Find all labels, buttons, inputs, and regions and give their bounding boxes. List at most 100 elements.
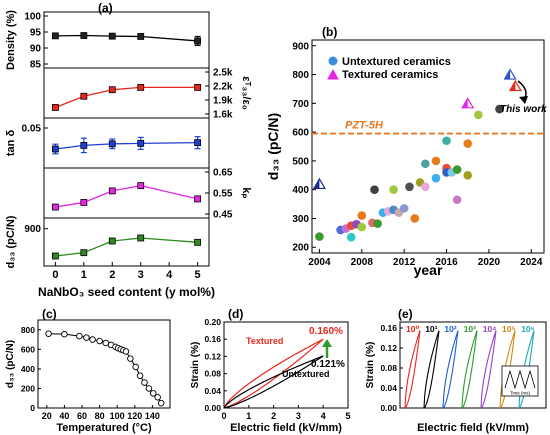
x-tick-label: 3: [138, 269, 144, 281]
x-axis-label: Temperatured (°C): [56, 422, 152, 434]
x-tick-label: 2016: [435, 257, 458, 268]
subplot-frame: [43, 67, 210, 119]
data-point: [45, 330, 52, 337]
y-tick-label: 95: [30, 28, 42, 39]
data-point: [431, 173, 441, 183]
series-label: Untextured: [282, 369, 330, 379]
panel-label: (d): [228, 307, 243, 321]
x-tick-label: 2: [109, 269, 115, 281]
x-tick-label: 100: [110, 411, 125, 421]
legend-marker-untextured: [328, 56, 338, 66]
data-marker: [108, 140, 116, 148]
data-marker: [80, 32, 88, 39]
data-marker: [194, 84, 202, 91]
legend-marker-textured: [327, 68, 339, 80]
increase-arrowhead: [322, 339, 332, 347]
series-line: [55, 34, 198, 42]
data-point: [96, 337, 103, 345]
y-axis-label: tan δ: [5, 130, 17, 157]
data-point-fill: [313, 178, 320, 189]
x-axis-label: NaNbO₃ seed content (y mol%): [38, 285, 215, 299]
data-point: [389, 185, 398, 194]
data-marker: [108, 86, 116, 94]
y-tick-label: 0.12: [204, 351, 221, 361]
x-axis-label: Electric field (kV/mm): [417, 422, 529, 434]
data-point-fill: [462, 98, 468, 108]
panel-label: (b): [322, 25, 337, 39]
y-axis-label: Density (%): [5, 10, 17, 70]
x-tick-label: 120: [127, 411, 142, 421]
data-marker: [108, 187, 116, 195]
series-label: 10⁴: [483, 324, 497, 334]
series-loop-untextured: [223, 355, 324, 409]
series-line: [55, 141, 198, 150]
data-marker: [194, 37, 202, 45]
plot-frame: [399, 321, 547, 409]
data-marker: [108, 237, 116, 245]
data-point: [474, 110, 483, 120]
y-tick-label: 600: [21, 344, 35, 354]
data-marker: [108, 32, 116, 40]
series-label: 10³: [464, 324, 476, 334]
y-tick-label: 0.55: [213, 189, 233, 200]
y-axis-label: εᵀ₃₃/ε₀: [240, 76, 252, 109]
series-label: Textured: [246, 336, 283, 346]
data-point: [141, 379, 148, 386]
y-tick-label: 2.5k: [213, 68, 233, 79]
series-line: [55, 184, 198, 208]
data-marker: [137, 234, 145, 242]
x-tick-label: 2008: [351, 257, 374, 268]
x-tick-label: 1: [246, 411, 251, 421]
y-axis-label: kₚ: [240, 187, 252, 198]
y-tick-label: 0.05: [22, 124, 42, 135]
data-point: [76, 332, 83, 340]
data-marker: [80, 249, 88, 257]
y-tick-label: 400: [21, 364, 35, 374]
data-marker: [194, 238, 202, 246]
data-marker: [137, 84, 145, 91]
x-tick-label: 20: [42, 411, 52, 421]
series-loop: [423, 330, 440, 409]
y-tick-label: 100: [24, 12, 41, 23]
y-tick-label: 0.20: [204, 317, 221, 327]
x-tick-label: 4: [166, 269, 173, 281]
series-label: 10⁰: [406, 324, 419, 334]
y-tick-label: 300: [292, 214, 309, 225]
y-tick-label: 0.08: [380, 363, 397, 373]
y-tick-label: 200: [21, 383, 35, 393]
y-tick-label: 0.08: [204, 369, 221, 379]
data-marker: [80, 92, 88, 100]
data-point-fill: [504, 69, 511, 80]
data-point: [127, 355, 134, 362]
data-point-fill: [509, 81, 516, 91]
series-loop-textured: [223, 338, 324, 409]
annotation-label: This work: [500, 104, 547, 115]
series-loop: [461, 330, 478, 409]
series-loop: [442, 330, 459, 409]
x-tick-label: 5: [345, 411, 350, 421]
series-loop-untextured: [223, 355, 324, 409]
x-tick-label: 5: [195, 269, 201, 281]
series-label: 10¹: [425, 324, 437, 334]
data-point: [154, 393, 161, 401]
x-tick-label: 2012: [393, 257, 416, 268]
x-tick-label: 0: [52, 269, 58, 281]
y-axis-label: d₃₃ (pC/N): [5, 340, 16, 388]
y-axis-label: Strain (%): [190, 342, 201, 389]
data-point: [495, 104, 504, 114]
y-tick-label: 2.2k: [213, 82, 233, 93]
y-tick-label: 1.6k: [213, 110, 233, 121]
panel-d: (d) 0.00 0.04 0.08 0.12 0.16 0.20 0 1 2 3 4 5Electri…: [190, 307, 351, 434]
x-tick-label: 2024: [520, 257, 543, 268]
data-point: [370, 185, 379, 194]
y-tick-label: 200: [292, 243, 309, 254]
y-tick-label: 0.16: [380, 323, 397, 333]
series-loop: [461, 330, 478, 409]
data-point: [463, 170, 473, 180]
panel-label: (a): [98, 1, 113, 15]
series-line: [55, 86, 198, 109]
y-tick-label: 500: [292, 156, 309, 167]
y-tick-label: 0.45: [213, 210, 233, 221]
data-point: [89, 336, 96, 343]
